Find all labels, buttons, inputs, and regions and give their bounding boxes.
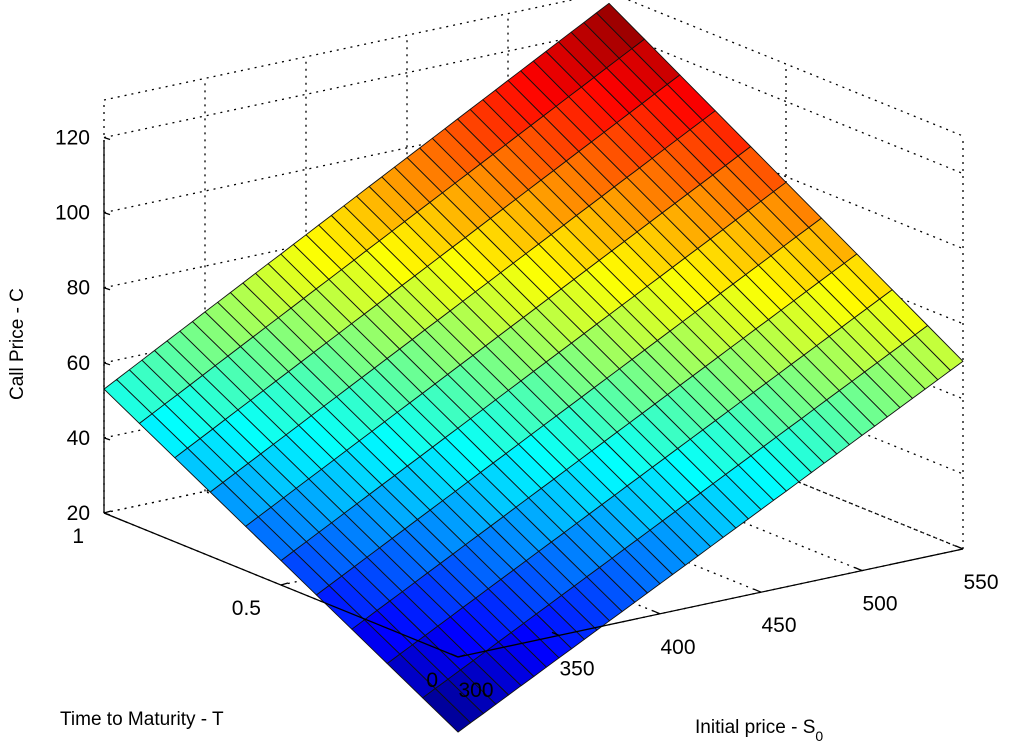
z-tick-mark <box>103 362 111 366</box>
z-tick-mark <box>103 136 111 141</box>
y-tick-label: 350 <box>559 657 594 680</box>
x-tick-label: 1 <box>72 525 84 548</box>
y-tick-mark <box>450 653 459 658</box>
surface <box>103 2 964 733</box>
y-tick-label: 500 <box>862 593 897 616</box>
y-tick-label: 400 <box>660 636 695 659</box>
grid-line <box>608 28 964 175</box>
y-tick-label: 300 <box>458 679 493 702</box>
y-tick-mark <box>854 567 863 572</box>
z-tick-label: 80 <box>67 277 90 300</box>
x-tick-label: 0.5 <box>232 597 261 620</box>
y-tick-mark <box>551 631 560 636</box>
grid-line <box>406 447 762 593</box>
y-tick-mark <box>652 610 661 615</box>
x-tick-label: 0 <box>426 669 438 692</box>
x-tick-mark <box>457 654 466 658</box>
z-tick-label: 40 <box>67 427 90 450</box>
grid-line <box>507 425 863 572</box>
z-tick-mark <box>103 287 111 291</box>
y-axis-label-subscript: 0 <box>815 728 823 744</box>
y-tick-mark <box>955 545 964 550</box>
z-tick-label: 120 <box>55 127 90 150</box>
y-tick-mark <box>753 588 762 593</box>
z-tick-label: 20 <box>67 502 90 525</box>
grid-line <box>626 0 964 137</box>
x-axis-label: Time to Maturity - T <box>60 709 224 730</box>
tick-labels: 20 40 60 80 100 120 0 0.5 1 300 350 400 450 500 550 <box>55 127 999 702</box>
y-axis-label: Initial price - S0 <box>695 717 823 744</box>
y-tick-label: 550 <box>963 571 998 594</box>
z-axis-label: Call Price - C <box>7 288 28 400</box>
z-tick-mark <box>103 437 111 441</box>
x-tick-mark <box>280 582 289 586</box>
y-axis-label-main: Initial price - S <box>695 717 815 738</box>
x-tick-mark <box>103 510 112 514</box>
surface-patch <box>103 379 153 424</box>
y-tick-label: 450 <box>761 614 796 637</box>
grid-line <box>608 404 964 550</box>
z-tick-label: 100 <box>55 202 90 225</box>
z-tick-label: 60 <box>67 352 90 375</box>
z-tick-mark <box>103 212 111 216</box>
y-axis-line <box>457 548 964 658</box>
